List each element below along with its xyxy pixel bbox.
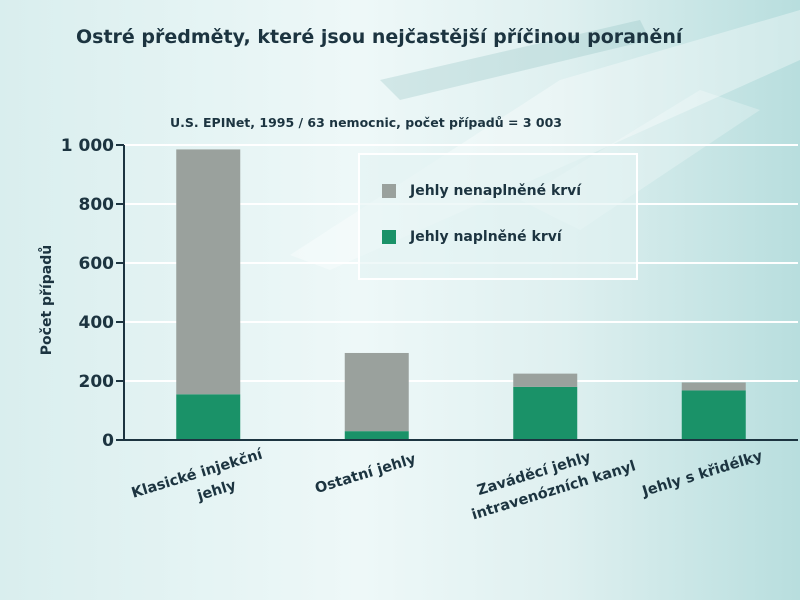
y-tick-label: 0 xyxy=(102,431,114,451)
legend-item-blood-filled: Jehly naplněné krví xyxy=(382,229,562,245)
legend-swatch-unfilled xyxy=(382,184,396,198)
legend-label-unfilled: Jehly nenaplněné krví xyxy=(410,183,582,199)
x-category-label-line: Jehly s křidélky xyxy=(640,448,765,500)
bar-segment-unfilled xyxy=(513,373,578,387)
bar-segment-blood-filled xyxy=(513,386,578,440)
x-category-label-line: jehly xyxy=(195,477,239,504)
y-tick-label: 800 xyxy=(79,195,115,215)
bar-segment-unfilled xyxy=(176,149,241,395)
bar-segment-unfilled xyxy=(344,352,409,432)
x-category-label: Jehly s křidélky xyxy=(640,448,765,500)
bar-segment-blood-filled xyxy=(344,431,409,440)
x-category-label: Ostatní jehly xyxy=(313,451,418,497)
x-category-label: Klasické injekčníjehly xyxy=(130,446,272,522)
chart-title: Ostré předměty, které jsou nejčastější p… xyxy=(76,26,683,48)
legend-swatch-blood-filled xyxy=(382,230,396,244)
bar-segment-blood-filled xyxy=(176,394,241,440)
x-category-label-line: Ostatní jehly xyxy=(313,451,418,497)
chart-legend: Jehly nenaplněné krví Jehly naplněné krv… xyxy=(358,153,638,280)
legend-item-unfilled: Jehly nenaplněné krví xyxy=(382,183,581,199)
y-tick-label: 600 xyxy=(79,254,115,274)
y-tick-label: 1 000 xyxy=(61,136,114,156)
chart-subtitle: U.S. EPINet, 1995 / 63 nemocnic, počet p… xyxy=(170,115,562,130)
x-category-label: Zaváděcí jehlyintravenózních kanyl xyxy=(464,437,638,523)
bar-segment-unfilled xyxy=(681,382,746,391)
bar-segment-blood-filled xyxy=(681,390,746,440)
y-tick-label: 400 xyxy=(79,313,115,333)
legend-label-blood-filled: Jehly naplněné krví xyxy=(410,229,562,245)
y-tick-label: 200 xyxy=(79,372,115,392)
